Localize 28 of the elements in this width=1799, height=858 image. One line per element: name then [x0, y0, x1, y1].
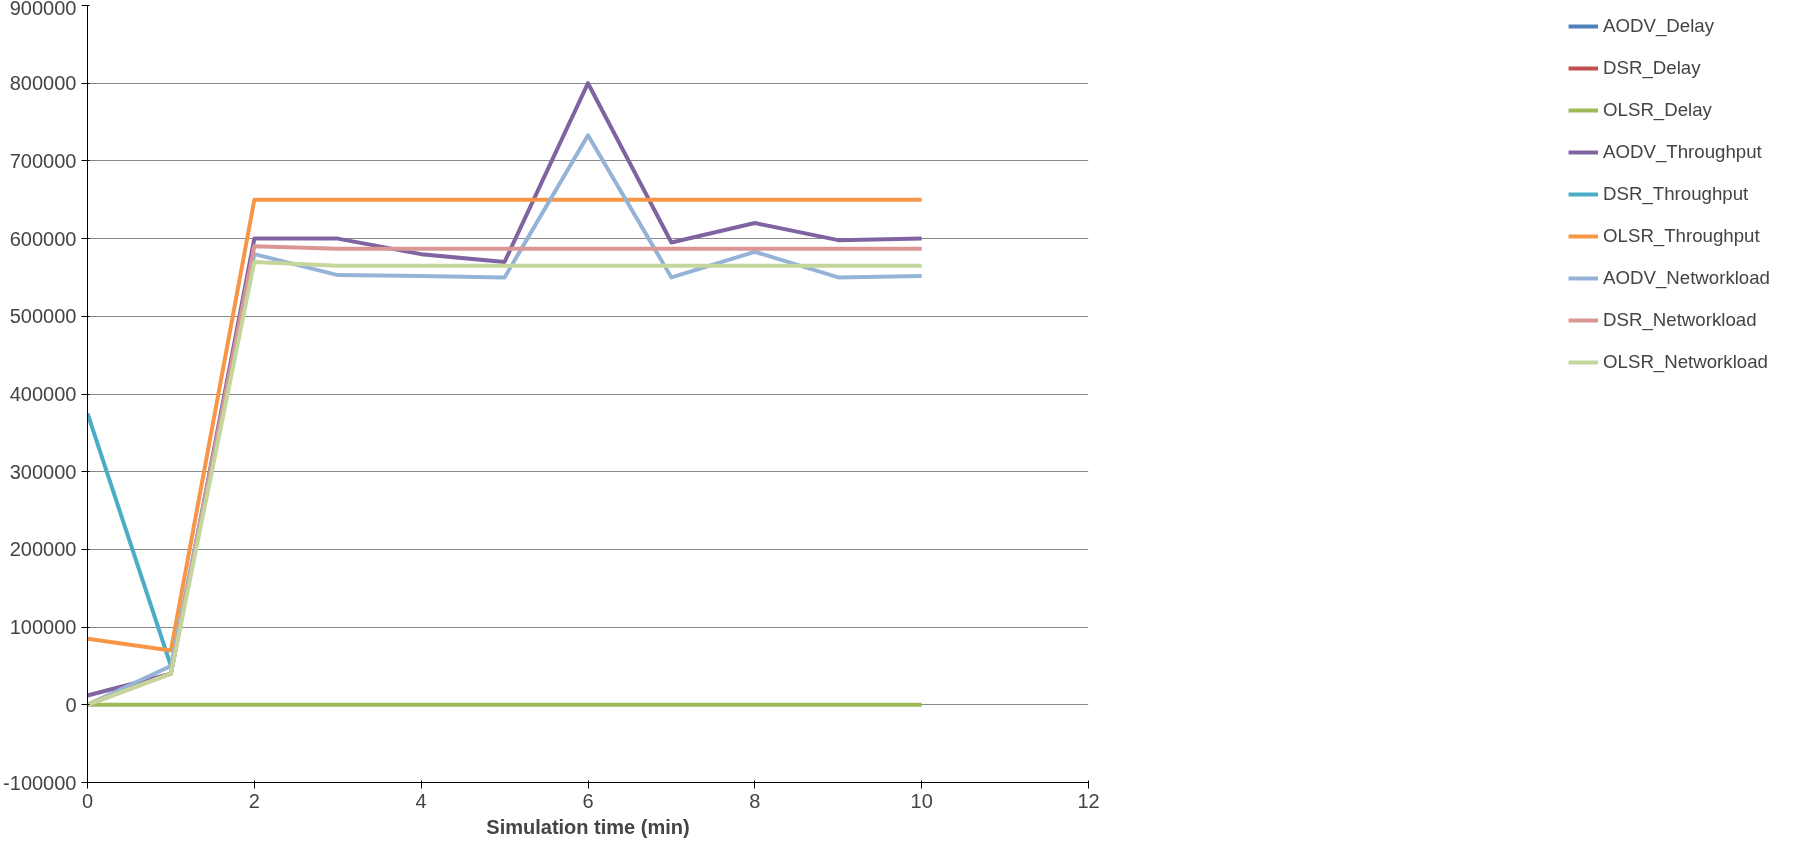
y-tick-label: 600000 [9, 227, 77, 250]
y-tick-label: -100000 [3, 771, 77, 794]
y-tick-label: 300000 [9, 460, 77, 483]
x-tick-label: 8 [749, 789, 761, 812]
legend-label: AODV_Throughput [1603, 141, 1762, 163]
y-tick-label: 0 [65, 693, 77, 716]
y-tick-label: 700000 [9, 149, 77, 172]
legend-label: DSR_Throughput [1603, 183, 1749, 205]
y-tick-label: 800000 [9, 72, 77, 95]
y-tick-label: 900000 [9, 0, 77, 19]
x-tick-label: 6 [582, 789, 594, 812]
legend-label: AODV_Delay [1603, 15, 1714, 37]
legend-label: OLSR_Delay [1603, 99, 1712, 121]
legend-label: AODV_Networkload [1603, 267, 1770, 289]
legend-label: DSR_Networkload [1603, 309, 1757, 331]
y-tick-label: 500000 [9, 305, 77, 328]
legend-label: DSR_Delay [1603, 57, 1701, 79]
x-tick-label: 10 [910, 789, 933, 812]
x-tick-label: 4 [415, 789, 427, 812]
legend-label: OLSR_Networkload [1603, 351, 1768, 373]
y-tick-label: 200000 [9, 538, 77, 561]
x-tick-label: 12 [1077, 789, 1100, 812]
x-tick-label: 2 [248, 789, 260, 812]
x-axis-title: Simulation time (min) [486, 815, 690, 838]
x-tick-label: 0 [81, 789, 94, 812]
y-tick-label: 400000 [9, 383, 77, 405]
legend-label: OLSR_Throughput [1603, 225, 1760, 247]
y-tick-label: 100000 [9, 616, 77, 639]
